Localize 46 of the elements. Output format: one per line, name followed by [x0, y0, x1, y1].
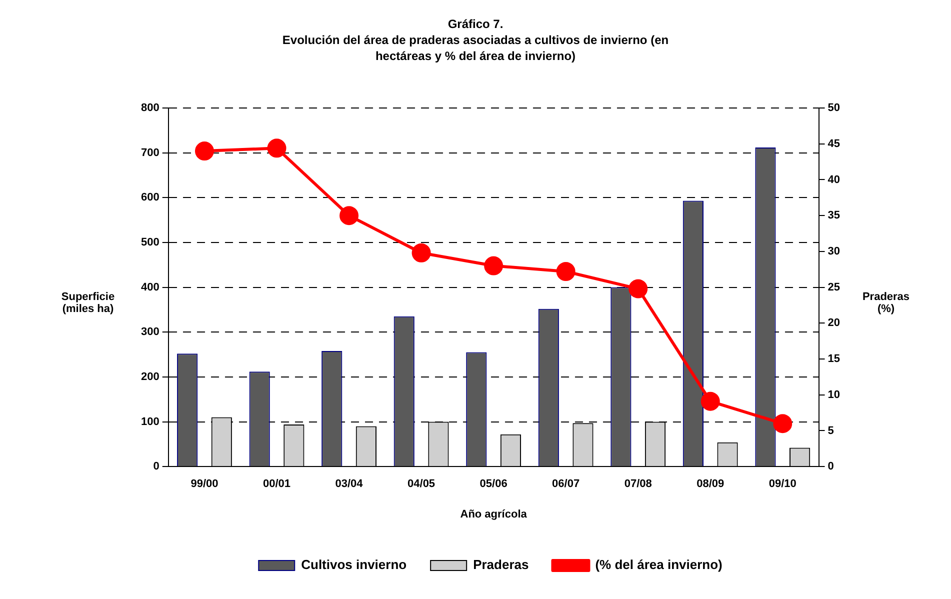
y2-tick-label: 40: [828, 174, 840, 186]
y2-tick-label: 45: [828, 138, 840, 150]
y-tick-label: 100: [140, 416, 160, 428]
y2-tick-label: 35: [828, 210, 840, 222]
x-tick-label: 03/04: [335, 478, 364, 490]
point: [628, 279, 648, 298]
point: [267, 138, 286, 158]
legend-label: (% del área invierno): [595, 557, 722, 572]
point: [484, 256, 504, 276]
x-axis-title: Año agrícola: [460, 508, 528, 520]
legend-label: Praderas: [473, 557, 529, 572]
x-tick-label: 08/09: [696, 478, 724, 490]
y-tick-label: 700: [140, 146, 160, 159]
y2-tick-label: 50: [828, 102, 840, 114]
x-tick-label: 09/10: [768, 478, 796, 490]
y2-tick-label: 0: [828, 460, 834, 473]
y2-tick-label: 20: [828, 317, 840, 330]
y2-tick-label: 30: [828, 245, 840, 258]
y-axis-title: Superficie (miles ha): [60, 291, 116, 315]
point: [556, 262, 576, 282]
y2-axis-title: Praderas (%): [861, 291, 911, 315]
y-tick-label: 300: [140, 326, 160, 338]
point: [194, 142, 214, 161]
point: [412, 243, 431, 262]
x-tick-label: 06/07: [552, 478, 580, 490]
x-tick-label: 05/06: [480, 478, 508, 490]
y-tick-label: 600: [140, 192, 160, 204]
y2-tick-label: 25: [828, 281, 840, 294]
y-tick-label: 200: [140, 370, 160, 383]
y2-tick-label: 10: [828, 388, 840, 401]
x-tick-label: 07/08: [624, 478, 652, 490]
y-tick-label: 500: [140, 236, 160, 249]
point: [340, 206, 359, 226]
chart-subtitle: Evolución del área de praderas asociadas a cultivos de invierno (en hectáreas y % del área de invierno): [281, 32, 670, 64]
y-tick-label: 0: [153, 460, 160, 473]
y-tick-label: 800: [140, 102, 160, 114]
chart-title: Gráfico 7.: [446, 16, 504, 32]
x-tick-label: 00/01: [262, 478, 291, 490]
point: [700, 392, 720, 411]
x-tick-label: 04/05: [408, 478, 436, 490]
point: [773, 414, 792, 434]
legend-label: Cultivos invierno: [301, 557, 407, 572]
y-tick-label: 400: [140, 281, 160, 294]
x-tick-label: 99/00: [190, 478, 218, 490]
y2-tick-label: 5: [828, 424, 834, 437]
y2-tick-label: 15: [828, 353, 840, 366]
